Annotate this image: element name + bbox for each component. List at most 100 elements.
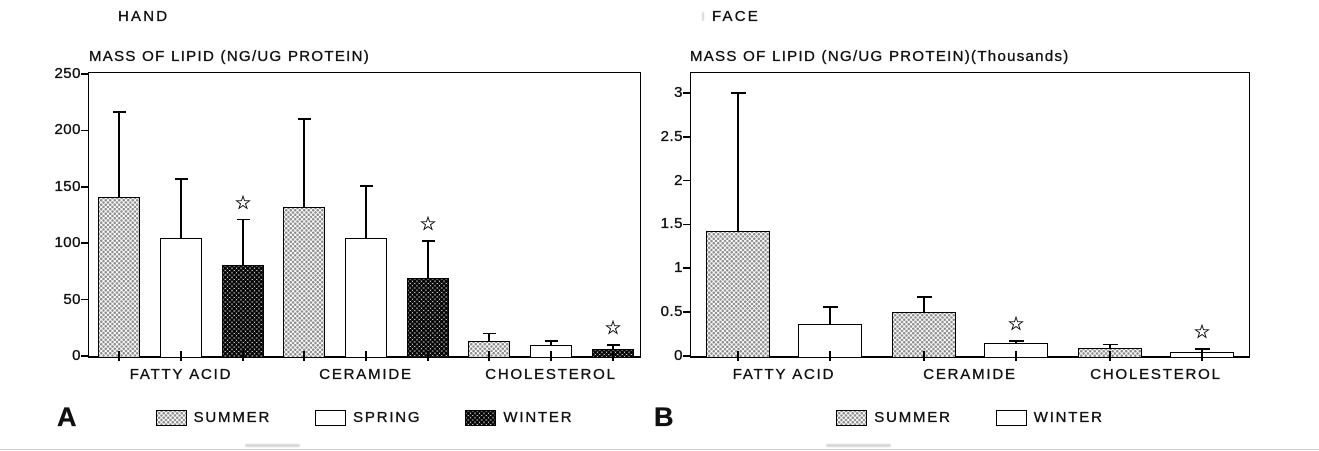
category-label: FATTY ACID <box>129 366 233 383</box>
y-axis-tick-label: 2.5 <box>660 127 683 145</box>
baseline-tick <box>303 351 305 361</box>
legend-item: SUMMER <box>155 409 272 426</box>
error-bar-cap <box>297 118 311 121</box>
y-axis-tick <box>81 242 89 245</box>
y-axis-tick-label: 50 <box>63 290 81 308</box>
error-bar <box>242 219 244 265</box>
y-axis-tick <box>683 223 691 226</box>
error-bar <box>550 341 552 345</box>
y-axis-tick <box>683 267 691 270</box>
error-bar <box>1109 344 1111 349</box>
baseline-tick <box>612 351 614 361</box>
error-bar <box>180 178 182 238</box>
body-region-label-face: FACE <box>712 8 760 25</box>
legend-a: SUMMER SPRING WINTER <box>88 409 641 426</box>
error-bar <box>923 297 925 313</box>
error-bar-cap <box>236 218 250 221</box>
error-bar <box>365 185 367 238</box>
bar <box>407 278 449 358</box>
y-axis-tick <box>683 92 691 94</box>
y-axis-tick-label: 0.5 <box>660 303 683 321</box>
bar <box>345 237 387 358</box>
baseline-tick <box>365 351 367 361</box>
legend-swatch <box>995 409 1027 426</box>
legend-item: WINTER <box>465 409 573 426</box>
legend-label: SUMMER <box>193 409 272 426</box>
y-axis-tick <box>81 185 89 188</box>
category-label: CERAMIDE <box>923 366 1017 383</box>
bar <box>283 207 325 358</box>
error-bar-cap <box>112 111 126 114</box>
legend-swatch <box>315 409 347 426</box>
scan-artifact <box>245 444 300 447</box>
legend-swatch <box>465 409 497 426</box>
error-bar <box>118 112 120 197</box>
error-bar-cap <box>606 343 620 346</box>
baseline-tick <box>737 351 739 361</box>
bar <box>892 312 956 358</box>
bar <box>98 196 140 358</box>
error-bar <box>612 344 614 350</box>
panel-letter-a: A <box>57 402 77 432</box>
error-bar-cap <box>544 340 558 343</box>
baseline-tick <box>1015 351 1017 361</box>
axis-title-a: MASS OF LIPID (NG/UG PROTEIN) <box>89 48 371 65</box>
y-axis-tick-label: 3 <box>674 83 683 101</box>
y-axis-tick-label: 250 <box>54 65 81 82</box>
legend-swatch <box>836 409 868 426</box>
error-bar <box>737 92 739 231</box>
y-axis-tick <box>683 311 691 314</box>
y-axis-tick-label: 2 <box>674 171 683 189</box>
baseline-tick <box>1201 351 1203 361</box>
category-label: CERAMIDE <box>319 366 413 383</box>
error-bar <box>303 119 305 208</box>
baseline-tick <box>488 351 490 361</box>
significance-star: ☆ <box>604 317 622 339</box>
legend-b: SUMMER WINTER <box>690 409 1250 426</box>
error-bar-cap <box>916 296 932 299</box>
significance-star: ☆ <box>1007 314 1025 336</box>
significance-star: ☆ <box>1193 321 1211 343</box>
error-bar-cap <box>1194 348 1210 350</box>
error-bar-cap <box>1102 343 1118 346</box>
scan-artifact <box>702 12 704 21</box>
error-bar-cap <box>1008 340 1024 342</box>
error-bar <box>488 333 490 342</box>
error-bar-cap <box>822 305 838 308</box>
legend-label: WINTER <box>503 409 574 426</box>
y-axis-tick <box>81 355 89 357</box>
baseline-tick <box>1109 351 1111 361</box>
legend-label: SPRING <box>353 409 422 426</box>
error-bar <box>427 240 429 279</box>
y-axis-tick-label: 0 <box>72 347 81 364</box>
y-axis-tick-label: 150 <box>54 177 81 195</box>
error-bar-cap <box>421 240 435 242</box>
y-axis-tick <box>683 179 691 182</box>
error-bar <box>829 306 831 324</box>
y-axis-tick-label: 1 <box>674 259 683 277</box>
baseline-tick <box>180 351 182 361</box>
legend-swatch <box>155 409 187 426</box>
body-region-label-hand: HAND <box>118 8 170 25</box>
y-axis-tick-label: 1.5 <box>660 215 683 233</box>
baseline-tick <box>118 351 120 361</box>
legend-item: WINTER <box>995 409 1104 426</box>
y-axis-tick <box>81 298 89 301</box>
bar <box>706 230 770 358</box>
bar <box>160 237 202 358</box>
legend-label: WINTER <box>1033 409 1104 426</box>
category-label: CHOLESTEROL <box>1090 366 1222 383</box>
y-axis-tick <box>683 355 691 357</box>
category-label: CHOLESTEROL <box>485 366 617 383</box>
category-label: FATTY ACID <box>732 366 836 383</box>
error-bar <box>1201 348 1203 352</box>
baseline-tick <box>829 351 831 361</box>
panel-letter-b: B <box>654 402 674 432</box>
y-axis-tick <box>683 135 691 138</box>
y-axis-tick-label: 200 <box>54 121 81 139</box>
significance-star: ☆ <box>234 192 252 214</box>
bar <box>222 264 264 358</box>
y-axis-tick-label: 0 <box>674 347 683 364</box>
error-bar-cap <box>359 184 373 187</box>
